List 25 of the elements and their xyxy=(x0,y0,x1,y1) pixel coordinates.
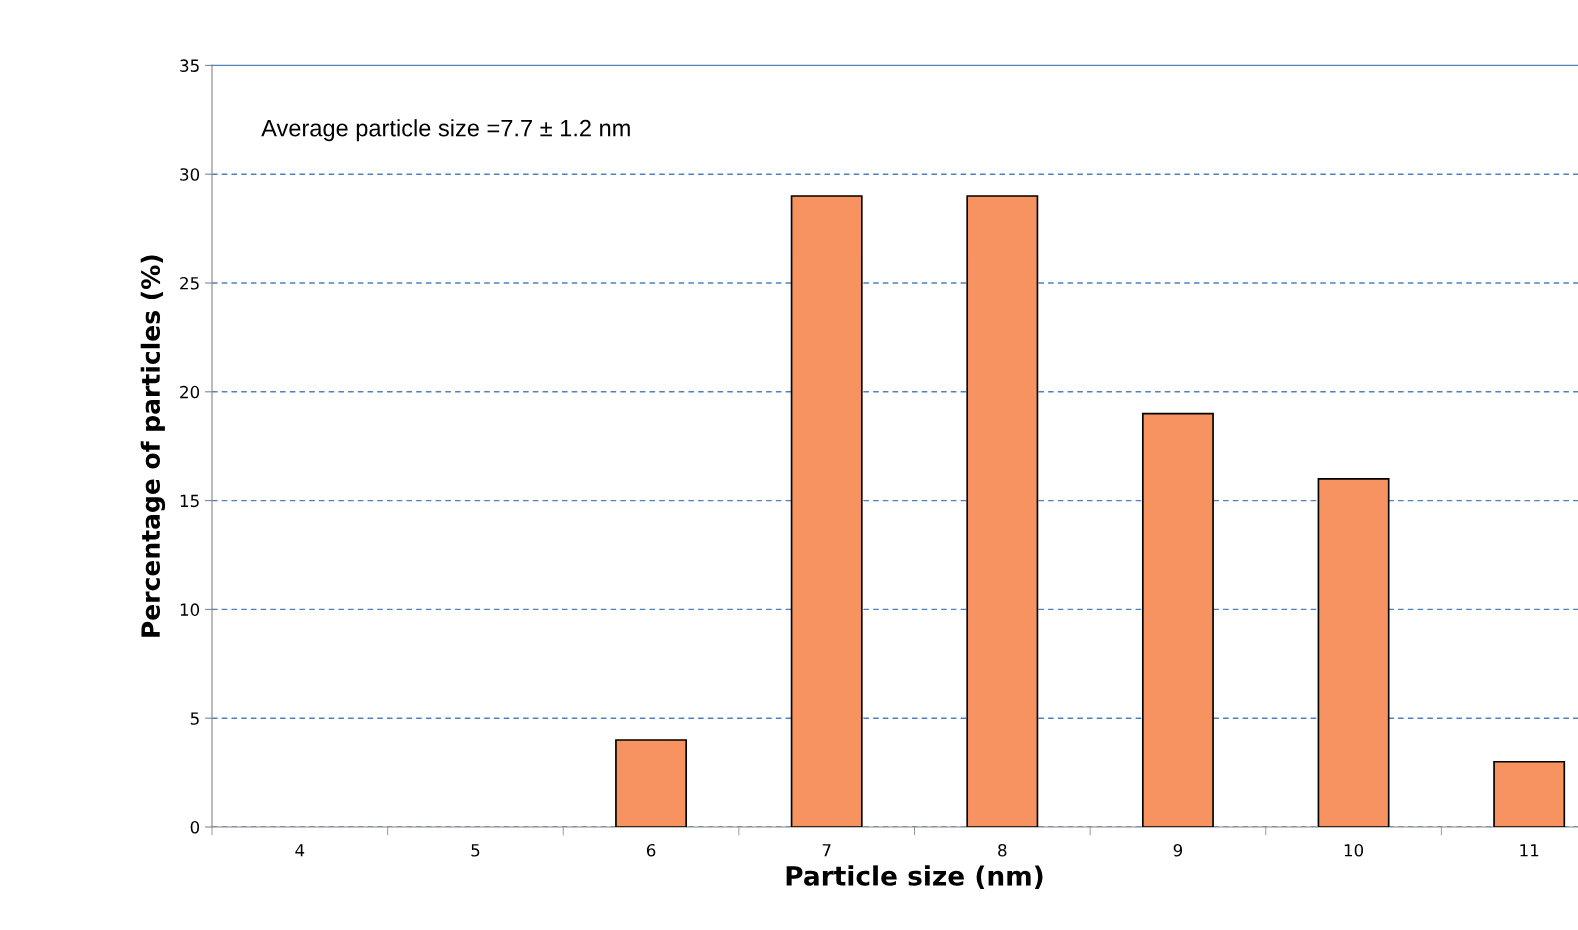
y-tick-label: 30 xyxy=(180,168,200,181)
x-tick-label: 4 xyxy=(295,844,305,857)
y-tick-label: 35 xyxy=(180,59,199,72)
y-tick-label: 5 xyxy=(190,712,199,725)
bar xyxy=(1317,478,1390,827)
x-tick-label: 10 xyxy=(1344,843,1364,857)
y-tick-label: 10 xyxy=(180,603,200,616)
x-tick-label: 7 xyxy=(822,844,831,857)
x-tick-label: 11 xyxy=(1520,844,1539,857)
x-tick-label: 9 xyxy=(1173,843,1183,857)
x-tick-label: 6 xyxy=(646,843,656,857)
bar xyxy=(1141,412,1214,827)
y-axis-title: Percentage of particles (%) xyxy=(140,255,166,637)
x-axis-title: Particle size (nm) xyxy=(786,865,1043,889)
x-tick-label: 5 xyxy=(471,844,480,857)
y-tick-label: 25 xyxy=(180,276,199,290)
y-tick-label: 0 xyxy=(190,820,200,834)
bar xyxy=(615,739,688,827)
bar xyxy=(966,195,1039,827)
y-tick-label: 15 xyxy=(180,494,199,508)
bar xyxy=(1493,760,1566,827)
annotation: Average particle size =7.7 ± 1.2 nm xyxy=(261,119,630,142)
y-tick-label: 20 xyxy=(180,385,200,399)
x-tick-label: 8 xyxy=(998,843,1007,857)
bar xyxy=(790,195,863,827)
